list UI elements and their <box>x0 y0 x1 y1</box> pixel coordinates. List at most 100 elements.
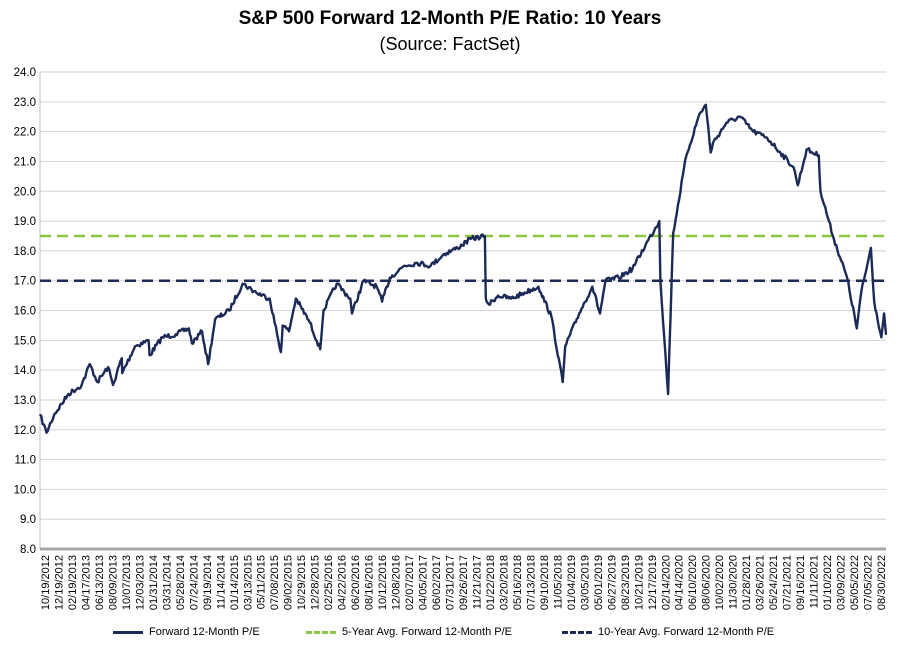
x-tick-label: 06/10/2020 <box>687 555 699 610</box>
data-point <box>309 321 311 324</box>
data-point <box>214 318 216 321</box>
x-tick-label: 07/21/2021 <box>782 555 794 610</box>
x-tick-label: 12/17/2019 <box>647 555 659 610</box>
legend-label-forward-pe: Forward 12-Month P/E <box>149 626 260 638</box>
data-point <box>349 297 352 300</box>
x-tick-label: 05/11/2015 <box>256 555 268 609</box>
data-point <box>510 297 513 300</box>
x-tick-label: 01/28/2021 <box>741 555 753 610</box>
x-tick-label: 12/19/2012 <box>53 555 65 610</box>
x-tick-label: 03/13/2015 <box>242 555 254 610</box>
x-tick-label: 11/14/2014 <box>215 555 227 609</box>
x-tick-label: 09/19/2014 <box>202 555 214 610</box>
data-point <box>797 184 799 187</box>
y-tick-label: 8.0 <box>20 544 36 556</box>
data-point <box>416 262 419 264</box>
y-tick-label: 12.0 <box>14 425 36 437</box>
x-tick-label: 04/17/2013 <box>80 555 92 610</box>
chart-subtitle: (Source: FactSet) <box>379 34 521 54</box>
x-tick-label: 01/22/2018 <box>485 555 497 610</box>
data-point <box>564 345 566 348</box>
x-tick-label: 10/19/2012 <box>40 555 52 610</box>
x-tick-label: 06/20/2016 <box>350 555 362 610</box>
data-point <box>134 345 136 348</box>
data-point <box>362 279 365 282</box>
x-tick-label: 10/12/2016 <box>377 555 389 610</box>
chart-title: S&P 500 Forward 12-Month P/E Ratio: 10 Y… <box>238 8 662 29</box>
data-point <box>121 357 123 360</box>
x-tick-label: 08/23/2019 <box>620 555 632 610</box>
x-tick-label: 12/08/2016 <box>391 555 403 610</box>
x-tick-label: 01/10/2022 <box>822 555 834 610</box>
data-point <box>870 247 872 249</box>
x-tick-label: 07/13/2018 <box>525 555 537 610</box>
data-point <box>885 333 887 336</box>
x-tick-label: 04/05/2017 <box>418 555 430 610</box>
x-tick-label: 03/09/2022 <box>836 555 848 610</box>
x-tick-label: 08/09/2013 <box>107 555 119 610</box>
data-point <box>672 232 674 234</box>
data-point <box>779 151 782 154</box>
data-point <box>148 354 151 357</box>
x-tick-label: 09/10/2018 <box>539 555 551 610</box>
data-point <box>685 154 688 157</box>
series-line-forward-12-month-p-e <box>39 103 888 434</box>
data-point <box>523 291 526 294</box>
y-tick-label: 23.0 <box>14 97 36 109</box>
y-tick-label: 13.0 <box>14 395 36 407</box>
x-tick-label: 07/31/2017 <box>445 555 457 610</box>
data-point <box>53 414 55 416</box>
x-tick-label: 02/14/2020 <box>660 555 672 610</box>
data-point <box>537 285 540 288</box>
data-point <box>659 279 662 282</box>
x-tick-label: 02/07/2017 <box>404 555 416 610</box>
data-point <box>45 431 48 434</box>
x-tick-label: 10/29/2015 <box>296 555 308 610</box>
data-point <box>147 339 150 342</box>
data-point <box>403 265 405 267</box>
x-tick-label: 05/05/2022 <box>849 555 861 610</box>
x-tick-label: 11/05/2018 <box>552 555 564 609</box>
legend-swatch-5yr-avg <box>306 630 336 634</box>
x-tick-label: 03/20/2018 <box>498 555 510 610</box>
x-tick-label: 02/19/2013 <box>67 555 79 610</box>
data-point <box>107 366 109 368</box>
x-tick-label: 03/26/2021 <box>755 555 767 610</box>
y-tick-label: 10.0 <box>14 484 36 496</box>
x-tick-label: 09/16/2021 <box>795 555 807 610</box>
data-point <box>846 276 848 279</box>
y-tick-label: 15.0 <box>14 335 36 347</box>
x-tick-label: 04/14/2020 <box>674 555 686 610</box>
x-tick-label: 12/28/2015 <box>310 555 322 610</box>
data-point <box>161 336 164 339</box>
y-axis-ticks: 8.0 9.0 10.0 11.0 12.0 13.0 14.0 15.0 16.0 17.0 18… <box>14 67 36 556</box>
x-tick-label: 10/21/2019 <box>633 555 645 610</box>
x-tick-label: 05/28/2014 <box>175 555 187 610</box>
x-tick-label: 08/16/2016 <box>364 555 376 610</box>
data-point <box>80 384 83 386</box>
data-point <box>591 285 594 288</box>
x-tick-label: 03/05/2019 <box>579 555 591 610</box>
data-point <box>295 297 297 300</box>
x-tick-label: 05/16/2018 <box>512 555 524 610</box>
data-point <box>860 291 862 294</box>
data-point <box>322 309 325 312</box>
x-tick-label: 11/21/2017 <box>471 555 483 609</box>
x-tick-label: 06/02/2017 <box>431 555 443 610</box>
x-tick-label: 01/04/2019 <box>566 555 578 610</box>
data-point <box>705 104 707 106</box>
data-point <box>833 238 835 240</box>
data-point <box>39 414 41 416</box>
x-tick-label: 07/08/2015 <box>269 555 281 610</box>
data-point <box>540 291 542 294</box>
data-point <box>207 363 209 366</box>
x-tick-label: 07/05/2022 <box>863 555 875 610</box>
data-point <box>667 393 669 395</box>
data-point <box>658 220 661 222</box>
data-point <box>241 282 244 285</box>
x-tick-label: 06/13/2013 <box>94 555 106 610</box>
data-point <box>712 142 714 145</box>
data-point <box>818 154 820 157</box>
data-point <box>766 136 768 139</box>
